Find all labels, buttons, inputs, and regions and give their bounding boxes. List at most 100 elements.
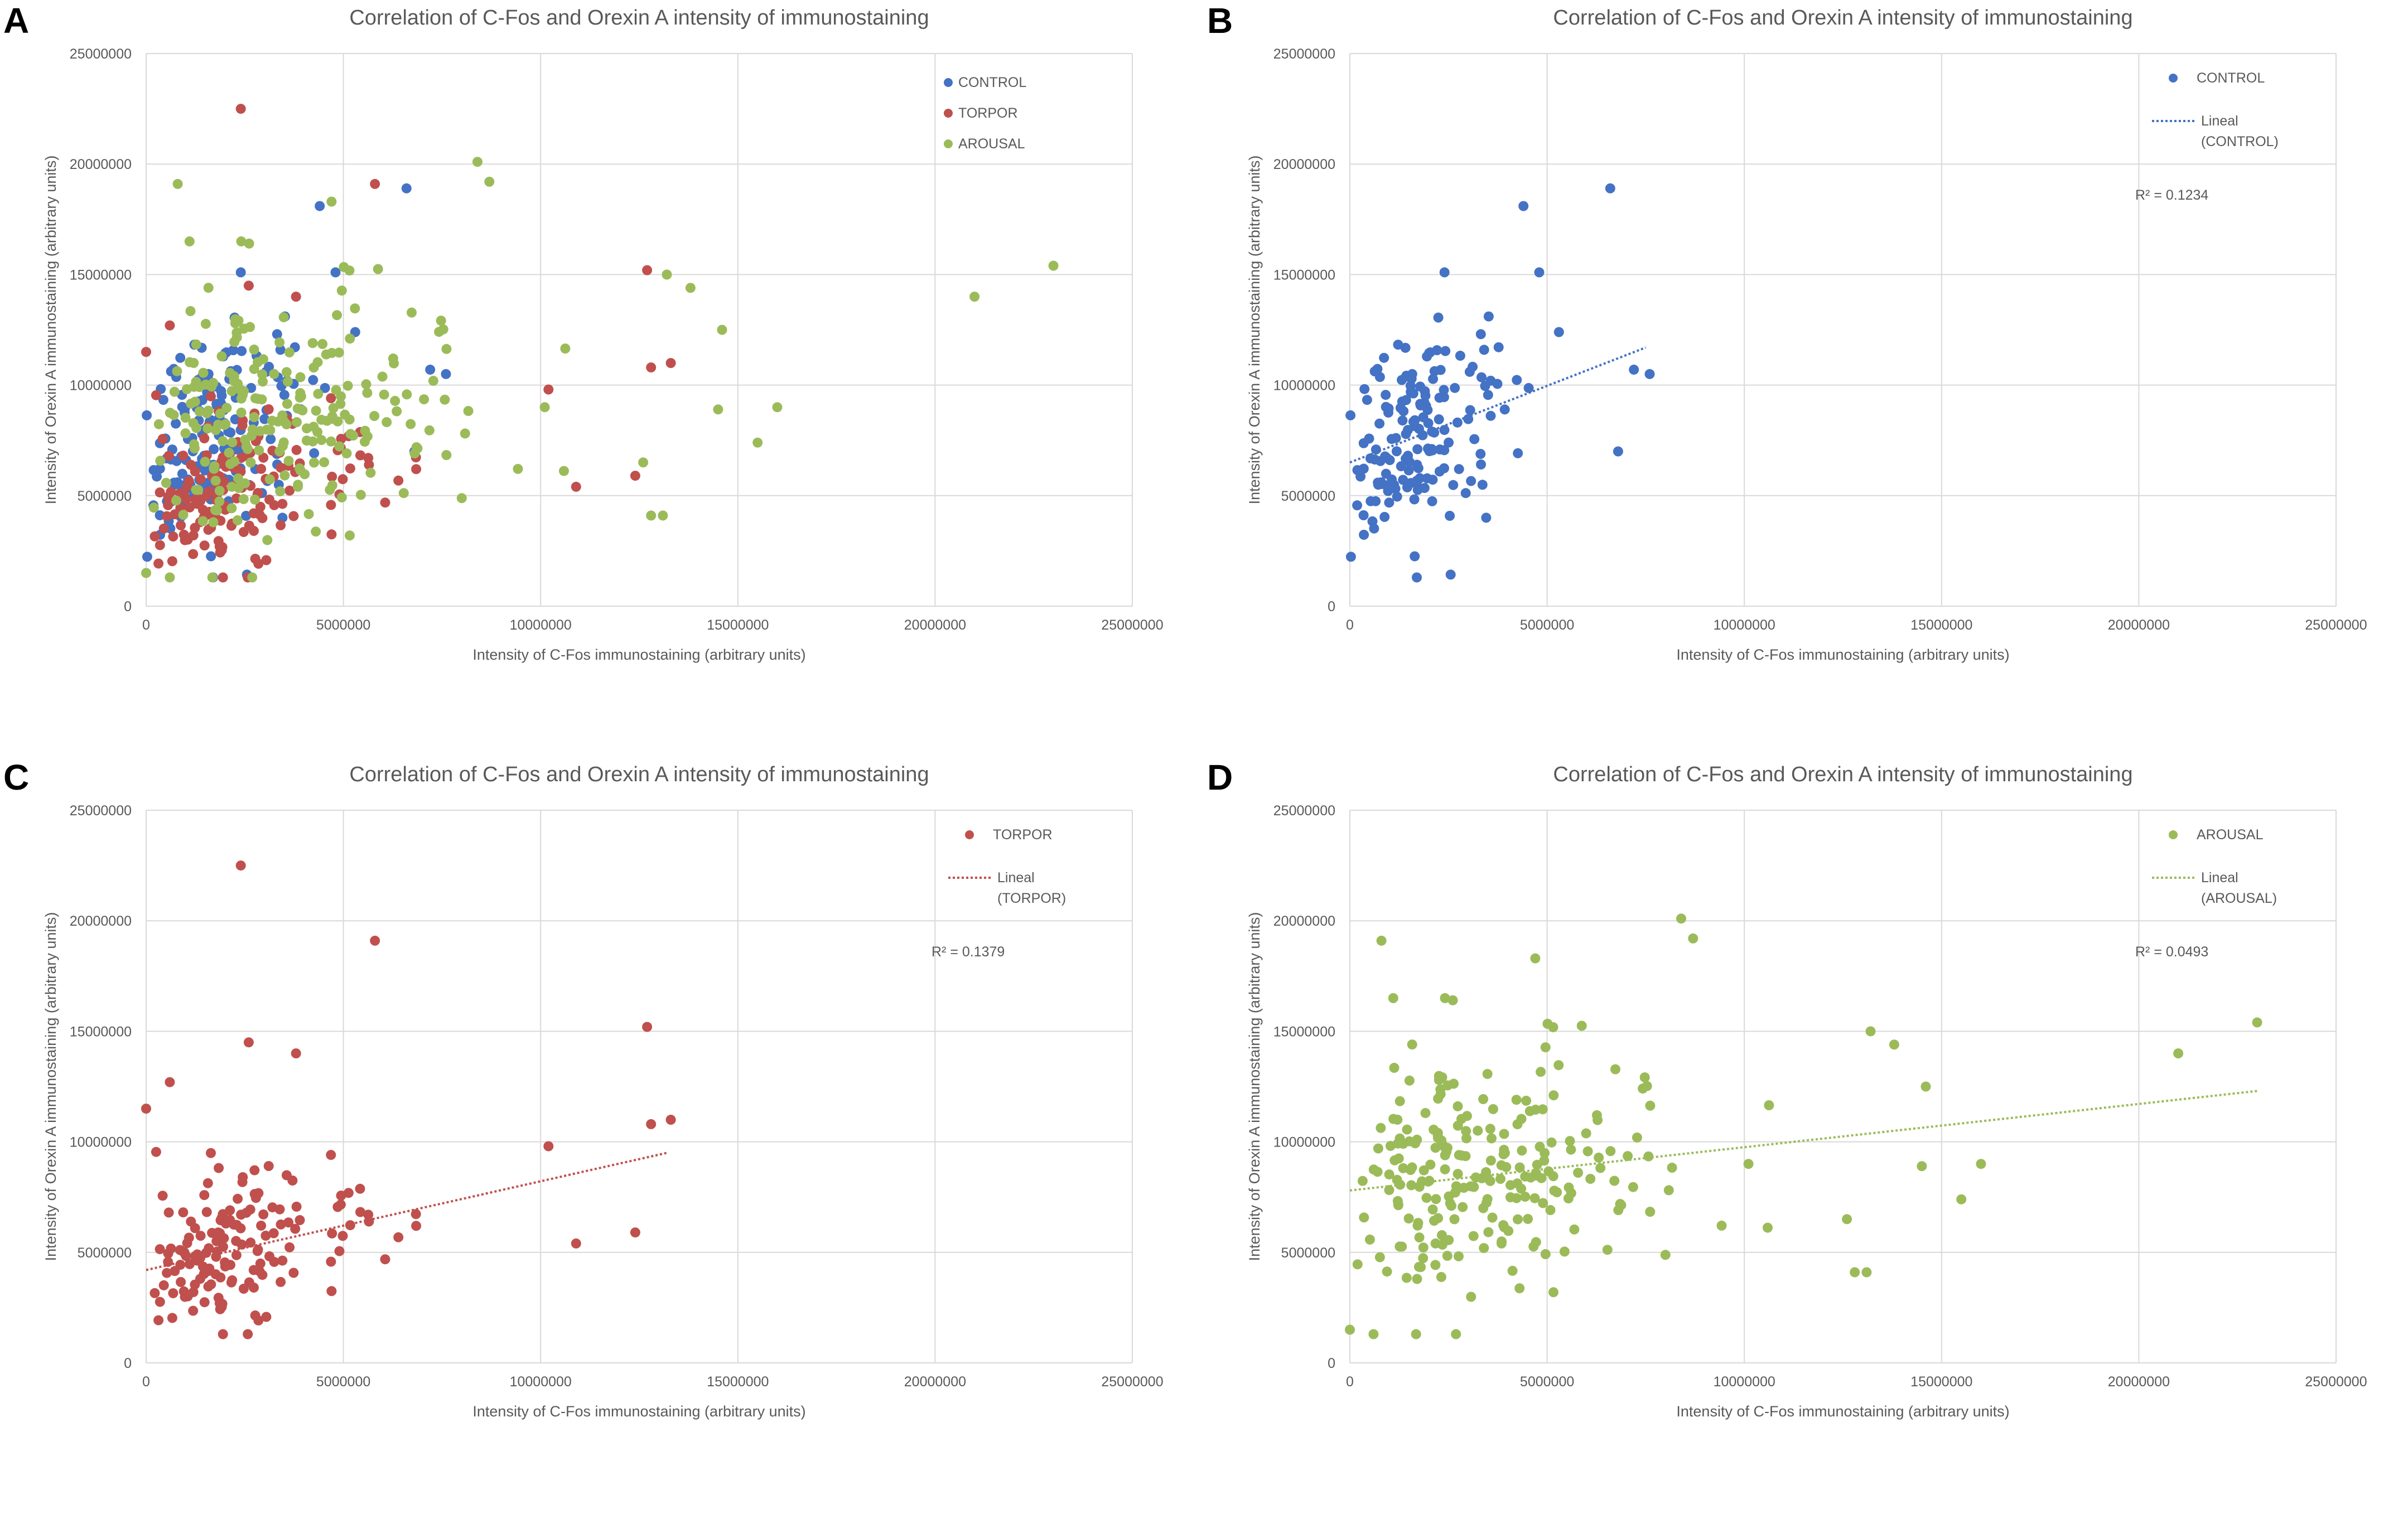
data-point-arousal (1468, 1231, 1479, 1241)
data-point-control (1475, 329, 1486, 340)
x-tick-label: 5000000 (316, 1374, 370, 1390)
data-point-control (1401, 370, 1412, 381)
data-point-arousal (165, 572, 175, 583)
data-point-arousal (326, 414, 337, 424)
data-point-torpor (630, 1227, 640, 1238)
data-point-arousal (1430, 1143, 1441, 1153)
legend-trendline-label: Lineal (AROUSAL) (2201, 870, 2277, 906)
data-point-arousal (373, 264, 383, 274)
data-point-arousal (1610, 1064, 1620, 1075)
data-point-arousal (1499, 1148, 1510, 1158)
data-point-torpor (165, 1077, 175, 1087)
data-point-arousal (247, 572, 258, 583)
data-point-arousal (1632, 1132, 1642, 1143)
data-point-control (1412, 572, 1422, 583)
data-point-arousal (1439, 1141, 1449, 1152)
data-point-torpor (163, 500, 173, 510)
data-point-control (1405, 380, 1416, 391)
legend-marker-torpor (965, 830, 974, 839)
data-point-control (1613, 446, 1623, 457)
data-point-arousal (249, 426, 260, 437)
data-point-arousal (278, 437, 289, 448)
data-point-arousal (717, 325, 727, 335)
data-point-arousal (1609, 1176, 1620, 1186)
x-tick-label: 25000000 (2305, 617, 2367, 633)
legend-trendline-label-line: (CONTROL) (2201, 134, 2279, 149)
x-tick-label: 5000000 (316, 617, 370, 633)
data-point-arousal (436, 316, 446, 326)
panel-a: A Correlation of C-Fos and Orexin A inte… (0, 0, 1204, 757)
data-point-arousal (1437, 1230, 1447, 1240)
data-point-arousal (207, 572, 218, 583)
data-point-arousal (472, 157, 482, 167)
data-point-arousal (1545, 1205, 1556, 1215)
data-point-control (1396, 461, 1406, 472)
trendline (1349, 1090, 2257, 1192)
data-point-control (1629, 364, 1639, 375)
data-point-torpor (646, 1119, 657, 1129)
y-tick-label: 5000000 (78, 1245, 132, 1261)
data-point-control (1455, 350, 1465, 361)
y-axis-label: Intensity of Orexin A immunostaining (ar… (1246, 912, 1263, 1261)
data-point-torpor (276, 1219, 286, 1230)
data-point-control (209, 444, 219, 454)
data-point-arousal (336, 286, 347, 296)
data-point-arousal (283, 376, 293, 387)
data-point-control (1445, 511, 1455, 521)
data-point-arousal (269, 369, 279, 379)
data-point-arousal (1516, 1114, 1527, 1124)
data-point-torpor (226, 1277, 237, 1288)
data-point-torpor (249, 1165, 260, 1176)
data-point-control (1391, 446, 1402, 457)
data-point-arousal (345, 333, 355, 344)
data-point-arousal (1483, 1173, 1493, 1183)
y-tick-label: 25000000 (70, 803, 132, 819)
data-point-torpor (253, 1315, 264, 1326)
data-point-arousal (1461, 1126, 1471, 1136)
data-point-control (1483, 390, 1493, 400)
legend-label: CONTROL (2197, 70, 2265, 86)
data-point-torpor (245, 1237, 256, 1248)
data-point-control (1367, 516, 1378, 526)
data-point-arousal (300, 469, 310, 480)
data-point-control (142, 552, 152, 562)
data-point-control (1434, 414, 1444, 424)
data-point-torpor (202, 1178, 213, 1188)
data-point-arousal (250, 393, 260, 404)
x-tick-label: 5000000 (1520, 617, 1574, 633)
data-point-arousal (1497, 1236, 1507, 1247)
data-point-control (1440, 346, 1451, 356)
data-point-arousal (186, 398, 196, 409)
data-point-arousal (1465, 1181, 1476, 1192)
data-point-torpor (642, 265, 653, 275)
trendline (1349, 346, 1647, 464)
data-point-control (1448, 480, 1459, 490)
data-point-control (1493, 342, 1504, 352)
data-point-arousal (262, 535, 273, 545)
data-point-torpor (256, 1220, 267, 1231)
data-point-control (1433, 312, 1444, 323)
data-point-torpor (158, 1280, 169, 1290)
data-point-arousal (189, 381, 199, 392)
data-point-torpor (155, 540, 165, 550)
data-point-arousal (303, 509, 314, 519)
data-point-control (1381, 390, 1391, 400)
data-point-torpor (276, 462, 286, 473)
data-point-torpor (243, 280, 254, 291)
data-point-torpor (199, 433, 210, 444)
data-point-control (1427, 426, 1437, 437)
data-point-torpor (213, 1293, 224, 1303)
data-point-torpor (204, 1263, 215, 1274)
data-point-torpor (253, 558, 264, 569)
data-point-control (315, 201, 325, 211)
data-point-torpor (233, 1193, 243, 1204)
data-point-arousal (1447, 995, 1458, 1005)
data-point-arousal (1389, 1062, 1400, 1073)
data-point-control (1450, 383, 1460, 393)
legend-trendline-label: Lineal (CONTROL) (2201, 113, 2279, 149)
data-point-torpor (163, 491, 173, 502)
data-point-arousal (638, 457, 649, 468)
data-point-arousal (279, 416, 289, 427)
data-point-arousal (1357, 1176, 1368, 1186)
data-point-arousal (311, 526, 321, 537)
